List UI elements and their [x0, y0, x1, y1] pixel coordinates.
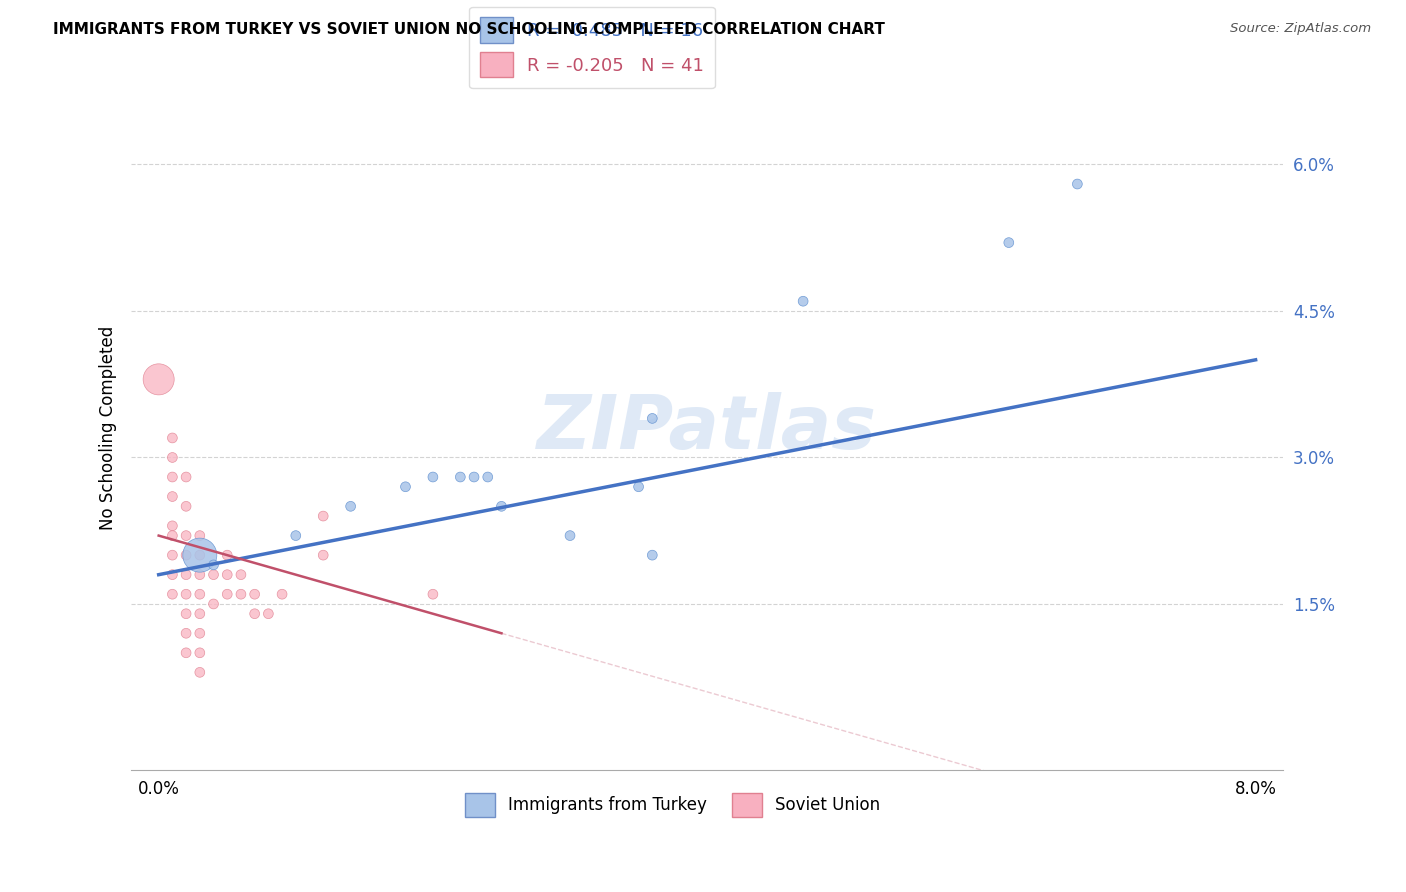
Point: [174, 626, 197, 640]
Point: [641, 411, 664, 425]
Point: [257, 607, 280, 621]
Text: ZIPatlas: ZIPatlas: [537, 392, 877, 465]
Point: [174, 528, 197, 542]
Point: [641, 548, 664, 562]
Point: [1066, 177, 1088, 191]
Point: [229, 567, 252, 582]
Point: [188, 665, 211, 680]
Point: [558, 528, 581, 542]
Point: [792, 294, 814, 309]
Point: [162, 567, 184, 582]
Point: [174, 548, 197, 562]
Point: [477, 470, 499, 484]
Point: [627, 480, 650, 494]
Point: [491, 500, 513, 514]
Point: [312, 509, 335, 524]
Text: Source: ZipAtlas.com: Source: ZipAtlas.com: [1230, 22, 1371, 36]
Point: [312, 548, 335, 562]
Point: [243, 607, 266, 621]
Point: [162, 450, 184, 465]
Point: [174, 607, 197, 621]
Point: [188, 528, 211, 542]
Point: [162, 431, 184, 445]
Point: [217, 548, 239, 562]
Point: [188, 646, 211, 660]
Point: [148, 372, 170, 386]
Point: [162, 490, 184, 504]
Point: [188, 607, 211, 621]
Point: [217, 587, 239, 601]
Point: [174, 500, 197, 514]
Point: [997, 235, 1019, 250]
Point: [188, 567, 211, 582]
Point: [162, 587, 184, 601]
Y-axis label: No Schooling Completed: No Schooling Completed: [100, 326, 117, 531]
Point: [422, 587, 444, 601]
Point: [463, 470, 485, 484]
Point: [188, 548, 211, 562]
Point: [174, 646, 197, 660]
Point: [188, 548, 211, 562]
Point: [229, 587, 252, 601]
Point: [162, 470, 184, 484]
Point: [339, 500, 361, 514]
Point: [202, 567, 225, 582]
Point: [217, 567, 239, 582]
Point: [394, 480, 416, 494]
Point: [422, 470, 444, 484]
Legend: Immigrants from Turkey, Soviet Union: Immigrants from Turkey, Soviet Union: [458, 786, 887, 823]
Point: [243, 587, 266, 601]
Text: IMMIGRANTS FROM TURKEY VS SOVIET UNION NO SCHOOLING COMPLETED CORRELATION CHART: IMMIGRANTS FROM TURKEY VS SOVIET UNION N…: [53, 22, 886, 37]
Point: [271, 587, 294, 601]
Point: [162, 548, 184, 562]
Point: [188, 587, 211, 601]
Point: [284, 528, 307, 542]
Point: [162, 528, 184, 542]
Point: [174, 470, 197, 484]
Point: [174, 587, 197, 601]
Point: [162, 519, 184, 533]
Point: [449, 470, 471, 484]
Point: [202, 597, 225, 611]
Point: [188, 626, 211, 640]
Point: [202, 558, 225, 572]
Point: [174, 567, 197, 582]
